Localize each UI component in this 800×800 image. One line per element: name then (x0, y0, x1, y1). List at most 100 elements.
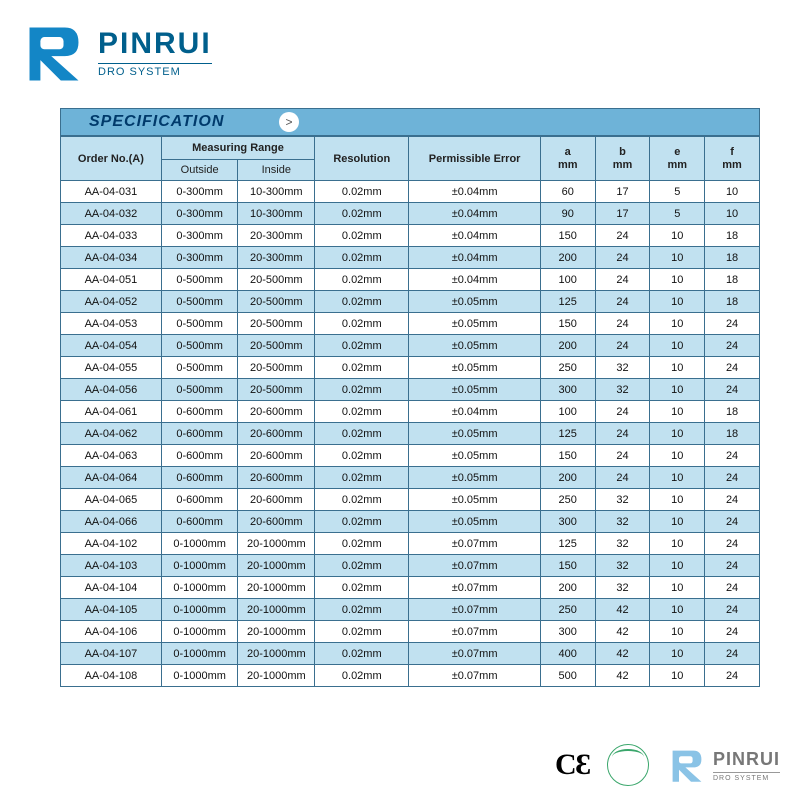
cell-a: 90 (540, 203, 595, 225)
cell-order: AA-04-102 (61, 533, 162, 555)
cell-inside: 20-600mm (238, 489, 315, 511)
cell-outside: 0-500mm (161, 313, 238, 335)
cell-inside: 20-1000mm (238, 577, 315, 599)
table-row: AA-04-1050-1000mm20-1000mm0.02mm±0.07mm2… (61, 599, 760, 621)
cell-b: 32 (595, 555, 650, 577)
cell-outside: 0-500mm (161, 357, 238, 379)
cell-outside: 0-500mm (161, 269, 238, 291)
cell-b: 42 (595, 665, 650, 687)
table-row: AA-04-0540-500mm20-500mm0.02mm±0.05mm200… (61, 335, 760, 357)
spec-header: SPECIFICATION > (60, 108, 760, 136)
cell-a: 150 (540, 555, 595, 577)
spec-table-body: AA-04-0310-300mm10-300mm0.02mm±0.04mm601… (61, 181, 760, 687)
cell-b: 24 (595, 291, 650, 313)
table-row: AA-04-0630-600mm20-600mm0.02mm±0.05mm150… (61, 445, 760, 467)
col-order: Order No.(A) (61, 137, 162, 181)
cell-res: 0.02mm (315, 621, 409, 643)
cell-a: 250 (540, 599, 595, 621)
cell-order: AA-04-056 (61, 379, 162, 401)
cell-outside: 0-600mm (161, 511, 238, 533)
cell-res: 0.02mm (315, 511, 409, 533)
cell-res: 0.02mm (315, 225, 409, 247)
cell-res: 0.02mm (315, 665, 409, 687)
logo-r-icon (667, 745, 707, 785)
cell-order: AA-04-103 (61, 555, 162, 577)
cell-b: 24 (595, 401, 650, 423)
cell-err: ±0.05mm (409, 335, 540, 357)
cell-res: 0.02mm (315, 269, 409, 291)
cell-e: 10 (650, 269, 705, 291)
cell-res: 0.02mm (315, 379, 409, 401)
cell-b: 24 (595, 247, 650, 269)
cell-b: 24 (595, 445, 650, 467)
cell-inside: 20-600mm (238, 401, 315, 423)
col-b: bmm (595, 137, 650, 181)
cell-err: ±0.05mm (409, 313, 540, 335)
cell-inside: 20-1000mm (238, 533, 315, 555)
cell-e: 10 (650, 665, 705, 687)
cell-outside: 0-500mm (161, 335, 238, 357)
cell-err: ±0.05mm (409, 445, 540, 467)
cell-e: 10 (650, 313, 705, 335)
cell-inside: 20-300mm (238, 225, 315, 247)
cell-inside: 20-600mm (238, 423, 315, 445)
cell-inside: 20-500mm (238, 291, 315, 313)
cell-res: 0.02mm (315, 489, 409, 511)
col-measuring: Measuring Range (161, 137, 314, 160)
table-row: AA-04-0660-600mm20-600mm0.02mm±0.05mm300… (61, 511, 760, 533)
cell-outside: 0-1000mm (161, 577, 238, 599)
cell-e: 10 (650, 621, 705, 643)
table-row: AA-04-0530-500mm20-500mm0.02mm±0.05mm150… (61, 313, 760, 335)
cell-f: 10 (705, 203, 760, 225)
cell-inside: 20-1000mm (238, 599, 315, 621)
cell-e: 5 (650, 203, 705, 225)
col-f: fmm (705, 137, 760, 181)
cell-e: 10 (650, 511, 705, 533)
cell-order: AA-04-032 (61, 203, 162, 225)
table-row: AA-04-0340-300mm20-300mm0.02mm±0.04mm200… (61, 247, 760, 269)
cell-a: 60 (540, 181, 595, 203)
table-row: AA-04-1060-1000mm20-1000mm0.02mm±0.07mm3… (61, 621, 760, 643)
cell-inside: 20-600mm (238, 511, 315, 533)
cell-err: ±0.05mm (409, 467, 540, 489)
cell-outside: 0-600mm (161, 401, 238, 423)
cell-res: 0.02mm (315, 181, 409, 203)
cell-err: ±0.07mm (409, 599, 540, 621)
cell-order: AA-04-065 (61, 489, 162, 511)
cell-b: 42 (595, 643, 650, 665)
cell-order: AA-04-055 (61, 357, 162, 379)
cell-order: AA-04-107 (61, 643, 162, 665)
cell-f: 24 (705, 533, 760, 555)
cell-a: 200 (540, 247, 595, 269)
cell-res: 0.02mm (315, 643, 409, 665)
table-row: AA-04-0520-500mm20-500mm0.02mm±0.05mm125… (61, 291, 760, 313)
cell-order: AA-04-054 (61, 335, 162, 357)
cell-res: 0.02mm (315, 555, 409, 577)
cell-f: 24 (705, 445, 760, 467)
col-e: emm (650, 137, 705, 181)
table-row: AA-04-0330-300mm20-300mm0.02mm±0.04mm150… (61, 225, 760, 247)
cell-e: 10 (650, 445, 705, 467)
cell-a: 300 (540, 379, 595, 401)
cell-res: 0.02mm (315, 357, 409, 379)
cell-f: 24 (705, 599, 760, 621)
col-inside: Inside (238, 160, 315, 181)
arrow-icon: > (279, 112, 299, 132)
cell-a: 150 (540, 445, 595, 467)
brand-subtitle: DRO SYSTEM (98, 63, 212, 78)
cell-a: 100 (540, 401, 595, 423)
table-row: AA-04-0510-500mm20-500mm0.02mm±0.04mm100… (61, 269, 760, 291)
cell-inside: 10-300mm (238, 181, 315, 203)
cell-a: 125 (540, 533, 595, 555)
table-row: AA-04-1030-1000mm20-1000mm0.02mm±0.07mm1… (61, 555, 760, 577)
cell-f: 24 (705, 643, 760, 665)
cell-a: 300 (540, 511, 595, 533)
cell-outside: 0-1000mm (161, 599, 238, 621)
cell-err: ±0.05mm (409, 511, 540, 533)
cell-b: 42 (595, 621, 650, 643)
table-row: AA-04-0640-600mm20-600mm0.02mm±0.05mm200… (61, 467, 760, 489)
cell-f: 24 (705, 357, 760, 379)
cell-order: AA-04-104 (61, 577, 162, 599)
cell-outside: 0-600mm (161, 445, 238, 467)
cell-err: ±0.07mm (409, 577, 540, 599)
